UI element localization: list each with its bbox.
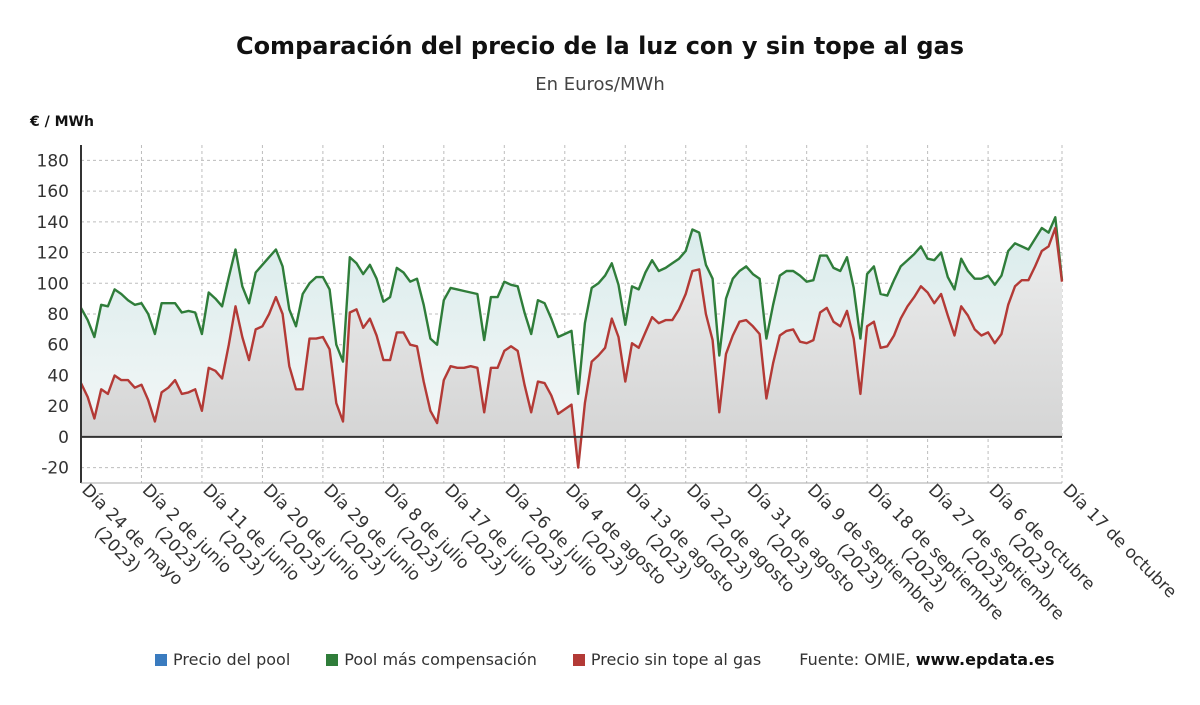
- y-tick-label: 120: [37, 244, 69, 264]
- y-tick-label: 0: [58, 428, 69, 448]
- y-tick-label: -20: [41, 459, 69, 479]
- legend-item-pool-compensation[interactable]: Pool más compensación: [326, 650, 537, 669]
- series-line-no-gas-cap: [79, 226, 1064, 469]
- legend-label: Precio sin tope al gas: [590, 650, 762, 669]
- legend: Precio del pool Pool más compensación Pr…: [155, 650, 1055, 669]
- legend-label: Precio del pool: [173, 650, 291, 669]
- y-axis-unit: € / MWh: [30, 114, 94, 130]
- y-tick-label: 180: [37, 151, 69, 171]
- y-tick-label: 20: [47, 397, 69, 417]
- y-tick-label: 80: [47, 305, 69, 325]
- y-tick-label: 60: [47, 336, 69, 356]
- y-tick-label: 140: [37, 213, 69, 233]
- legend-item-pool[interactable]: Precio del pool: [155, 650, 290, 669]
- legend-swatch-blue: [155, 653, 167, 666]
- area-no-gas-cap: [81, 228, 1062, 468]
- y-tick-label: 100: [37, 274, 69, 294]
- legend-swatch-green: [326, 653, 339, 666]
- chart-title: Comparación del precio de la luz con y s…: [235, 32, 965, 60]
- legend-label: Pool más compensación: [344, 650, 537, 669]
- source-prefix: Fuente: OMIE,: [799, 650, 916, 669]
- legend-item-no-gas-cap[interactable]: Precio sin tope al gas: [572, 650, 762, 669]
- legend-swatch-red: [572, 653, 585, 666]
- series-line-pool-compensation: [79, 215, 1064, 396]
- y-tick-label: 40: [47, 366, 69, 386]
- y-tick-label: 160: [37, 182, 69, 202]
- source-site: www.epdata.es: [915, 650, 1055, 669]
- chart-subtitle: En Euros/MWh: [535, 74, 665, 95]
- source-note: Fuente: OMIE, www.epdata.es: [799, 650, 1054, 669]
